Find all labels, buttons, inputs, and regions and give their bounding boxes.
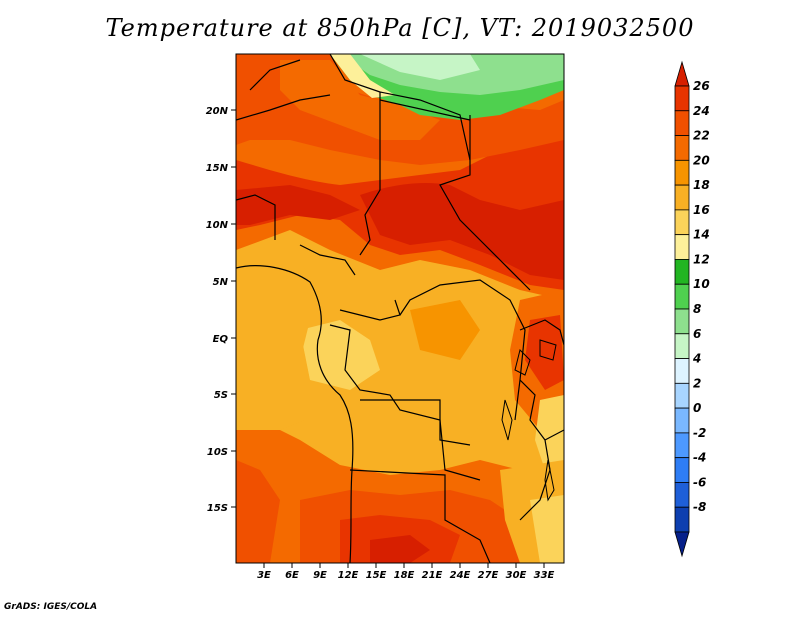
colorbar-label: 24 [693, 104, 710, 118]
colorbar-swatch [674, 110, 690, 136]
lat-label: 5S [214, 390, 228, 401]
colorbar-label: 12 [693, 252, 710, 266]
colorbar-label: 18 [693, 178, 710, 192]
colorbar-swatch [674, 283, 690, 310]
colorbar-label: 14 [693, 228, 710, 242]
lon-label: 3E [257, 570, 271, 581]
colorbar-swatch [674, 407, 690, 434]
colorbar-label: 8 [693, 302, 701, 316]
colorbar-label: -6 [693, 475, 706, 489]
colorbar-label: 2 [693, 376, 701, 390]
lat-label: 10S [207, 447, 228, 458]
colorbar-swatch [674, 358, 690, 384]
colorbar-top-arrow [674, 60, 690, 87]
colorbar-label: -8 [693, 500, 706, 514]
colorbar-swatch [674, 482, 690, 508]
colorbar-swatch [674, 259, 690, 285]
colorbar-swatch [674, 382, 690, 409]
colorbar-label: 22 [693, 129, 710, 143]
colorbar-label: 26 [693, 79, 710, 93]
colorbar-swatch [674, 333, 690, 359]
map-frame [235, 53, 565, 564]
colorbar-label: 16 [693, 203, 710, 217]
temperature-field [236, 54, 564, 563]
chart-title: Temperature at 850hPa [C], VT: 201903250… [105, 14, 695, 42]
colorbar-swatch [674, 184, 690, 211]
colorbar-label: -2 [693, 426, 706, 440]
lat-label: 15N [206, 163, 229, 174]
axis-ticks [231, 109, 545, 568]
colorbar-swatch [674, 209, 690, 236]
colorbar-swatch [674, 234, 690, 260]
lon-label: 33E [534, 570, 555, 581]
lat-label: 20N [206, 106, 229, 117]
colorbar-label: 0 [693, 401, 701, 415]
lon-label: 6E [285, 570, 299, 581]
lakes [501, 339, 557, 502]
colorbar-swatch [674, 159, 690, 186]
colorbar-bottom-arrow [674, 531, 690, 558]
lon-label: 24E [450, 570, 471, 581]
colorbar-label: -4 [693, 451, 706, 465]
colorbar-swatch [674, 432, 690, 459]
lon-label: 9E [313, 570, 327, 581]
lat-label: 10N [206, 220, 229, 231]
lat-label: EQ [213, 334, 229, 345]
lat-label: 15S [207, 503, 228, 514]
colorbar-label: 10 [693, 277, 710, 291]
country-borders [236, 54, 564, 563]
lon-label: 21E [422, 570, 443, 581]
lon-label: 27E [478, 570, 499, 581]
grads-credit: GrADS: IGES/COLA [4, 602, 98, 612]
lon-label: 15E [366, 570, 387, 581]
lat-label: 5N [213, 277, 229, 288]
colorbar-label: 4 [692, 352, 701, 366]
colorbar-swatch [674, 308, 690, 335]
lon-label: 12E [338, 570, 359, 581]
colorbar-swatch [674, 506, 690, 533]
colorbar-swatch [674, 457, 690, 483]
colorbar-swatch [674, 85, 690, 112]
colorbar-label: 6 [693, 327, 701, 341]
colorbar-swatch [674, 135, 690, 161]
colorbar-label: 20 [693, 153, 710, 167]
lon-label: 18E [394, 570, 415, 581]
lon-label: 30E [506, 570, 527, 581]
